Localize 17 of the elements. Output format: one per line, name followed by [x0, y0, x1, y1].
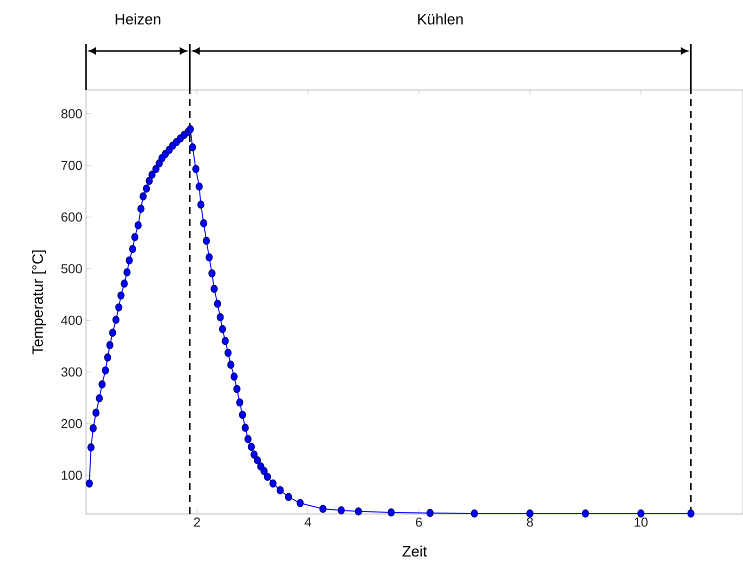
text: Kühlen — [418, 13, 463, 24]
x-tick-label: 4 — [304, 518, 312, 526]
y-tick-label: 300 — [61, 367, 82, 377]
y-tick-label: 500 — [61, 264, 82, 274]
x-tick-label: 8 — [526, 518, 533, 527]
y-tick-label: 600 — [61, 212, 82, 222]
y-tick-label: 200 — [61, 419, 82, 428]
x-tick-label: 2 — [194, 518, 200, 527]
y-tick-label: 700 — [61, 160, 82, 170]
x-tick-label: 6 — [416, 518, 422, 527]
y-axis-title: Temperatur [°C] — [32, 250, 46, 354]
x-tick-label: 10 — [634, 518, 648, 527]
x-axis-title: Zeit — [402, 546, 427, 557]
text: Heizen — [116, 13, 160, 24]
y-tick-label: 800 — [61, 109, 82, 118]
y-tick-label: 100 — [62, 470, 82, 480]
y-tick-label: 400 — [61, 316, 82, 325]
